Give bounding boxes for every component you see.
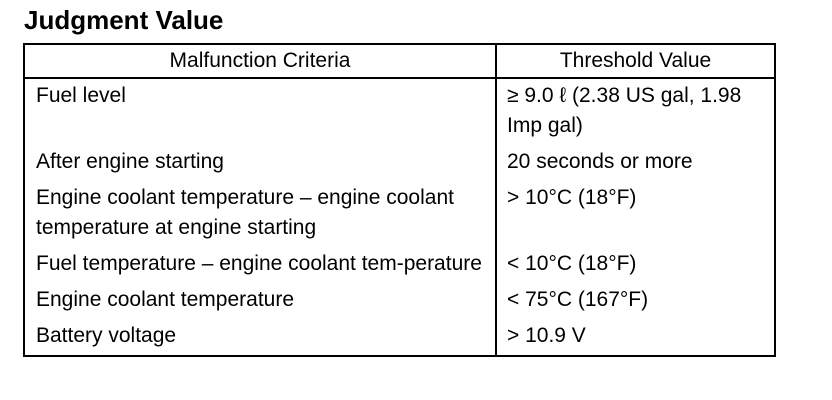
threshold-cell: > 10°C (18°F): [507, 186, 637, 209]
criteria-cell: Engine coolant temperature – engine cool…: [24, 179, 497, 245]
column-header-threshold-value: Threshold Value: [496, 44, 775, 79]
threshold-cell: ≥ 9.0 ℓ (2.38 US gal, 1.98 Imp gal): [507, 84, 742, 137]
threshold-cell: > 10.9 V: [507, 324, 586, 347]
table-row: Fuel level ≥ 9.0 ℓ (2.38 US gal, 1.98 Im…: [24, 78, 775, 143]
table-row: Fuel temperature – engine coolant tem-pe…: [24, 245, 775, 281]
column-header-malfunction-criteria: Malfunction Criteria: [24, 44, 497, 79]
threshold-cell: 20 seconds or more: [507, 150, 693, 173]
criteria-cell: Battery voltage: [24, 317, 497, 356]
table-header-row: Malfunction Criteria Threshold Value: [24, 44, 775, 79]
threshold-cell: < 10°C (18°F): [507, 252, 637, 275]
criteria-cell: After engine starting: [24, 143, 497, 179]
criteria-cell: Engine coolant temperature: [24, 281, 497, 317]
threshold-cell: < 75°C (167°F): [507, 288, 649, 311]
table-row: After engine starting 20 seconds or more: [24, 143, 775, 179]
table-row: Engine coolant temperature < 75°C (167°F…: [24, 281, 775, 317]
criteria-cell: Fuel temperature – engine coolant tem-pe…: [24, 245, 497, 281]
criteria-cell: Fuel level: [24, 78, 497, 143]
judgment-value-table: Malfunction Criteria Threshold Value Fue…: [23, 43, 776, 357]
table-row: Engine coolant temperature – engine cool…: [24, 179, 775, 245]
table-row: Battery voltage > 10.9 V: [24, 317, 775, 356]
page-title: Judgment Value: [24, 5, 224, 35]
